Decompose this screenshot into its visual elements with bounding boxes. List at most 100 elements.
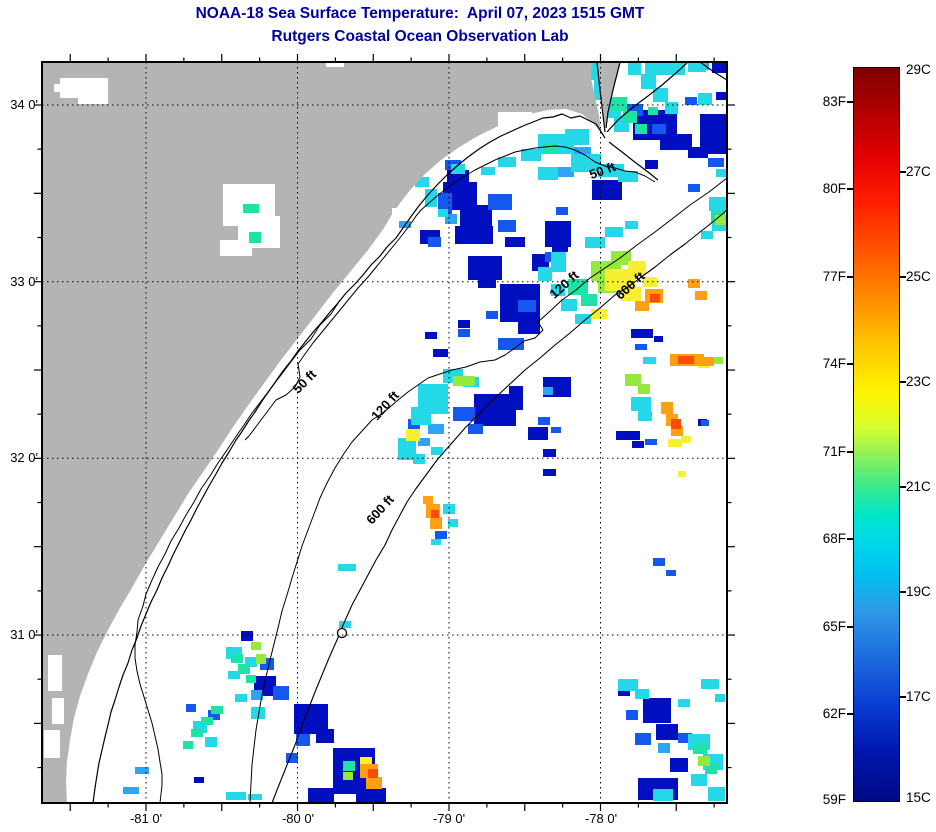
sst-pixel: [648, 107, 658, 115]
sst-pixel: [638, 384, 650, 394]
sst-pixel: [52, 698, 64, 724]
sst-pixel: [618, 171, 638, 182]
sst-pixel: [360, 757, 372, 765]
sst-pixel: [688, 62, 706, 72]
sst-pixel: [453, 376, 475, 386]
y-axis-label-33: 33 0': [10, 274, 38, 289]
colorbar-tick: [847, 188, 853, 190]
colorbar-tick: [900, 591, 906, 593]
sst-pixel: [251, 642, 261, 650]
sst-pixel: [592, 180, 622, 200]
sst-pixel: [645, 439, 657, 445]
sst-pixel: [443, 504, 455, 514]
sst-pixel: [605, 269, 635, 291]
sst-pixel: [708, 787, 725, 801]
sst-pixel: [618, 688, 630, 696]
sst-pixel: [618, 679, 638, 691]
sst-pixel: [123, 787, 139, 794]
sst-pixel: [652, 124, 666, 134]
sst-pixel: [638, 411, 652, 421]
sst-pixel: [183, 741, 193, 749]
sst-pixel: [661, 402, 673, 414]
sst-pixel: [135, 767, 149, 774]
sst-pixel: [538, 417, 550, 425]
sst-pixel: [591, 309, 607, 319]
colorbar-tick: [900, 171, 906, 173]
sst-pixel: [425, 189, 437, 207]
sst-pixel: [701, 231, 713, 239]
sst-pixel: [645, 62, 685, 75]
sst-pixel: [458, 320, 470, 328]
sst-pixel: [256, 654, 266, 664]
sst-pixel: [670, 758, 688, 772]
sst-pixel: [194, 777, 204, 783]
sst-pixel: [701, 679, 719, 689]
coastline: [92, 61, 728, 804]
sst-pixel: [438, 209, 448, 217]
sst-pixel: [712, 221, 726, 231]
sst-pixel: [498, 157, 516, 167]
sst-pixel: [713, 357, 723, 364]
sst-pixel: [78, 92, 108, 104]
sst-pixel: [468, 256, 502, 280]
sst-pixel: [543, 449, 556, 457]
sst-pixel: [228, 671, 240, 679]
sst-pixel: [575, 314, 591, 324]
sst-pixel: [635, 124, 647, 134]
colorbar-tick: [847, 363, 853, 365]
sst-pixel: [339, 621, 351, 628]
sst-pixel: [431, 510, 439, 518]
sst-pixel: [693, 744, 707, 754]
sst-pixel: [698, 756, 710, 766]
sst-map: [34, 54, 735, 811]
sst-pixel: [643, 277, 657, 287]
sst-pixel: [481, 167, 495, 175]
sst-pixel: [451, 164, 465, 174]
x-axis-label-81: -81 0': [129, 811, 163, 826]
sst-pixel: [643, 357, 656, 364]
sst-pixel: [366, 777, 382, 789]
island-band-line: [134, 299, 341, 804]
sst-pixel: [551, 427, 561, 433]
sst-pixel: [666, 570, 676, 576]
sst-pixel: [625, 221, 638, 229]
sst-pixel: [625, 374, 641, 386]
x-axis-label-78: -78 0': [584, 811, 618, 826]
sst-pixel: [433, 349, 448, 357]
sst-pixel: [430, 517, 442, 529]
sst-pixel: [628, 261, 646, 275]
sst-pixel: [635, 689, 649, 699]
sst-pixel: [665, 102, 678, 114]
sst-pixel: [428, 237, 441, 247]
colorbar-tick: [847, 276, 853, 278]
sst-pixel: [201, 717, 213, 725]
colorbar-fahrenheit-label: 65F: [822, 619, 846, 634]
sst-pixel: [678, 699, 690, 707]
sst-pixel: [458, 329, 470, 337]
y-axis-label-32: 32 0': [10, 450, 38, 465]
sst-pixel: [455, 226, 493, 244]
sst-pixel: [398, 438, 416, 460]
sst-pixel: [343, 772, 353, 780]
sst-pixel: [716, 169, 726, 177]
sst-pixel: [186, 704, 196, 712]
sst-pixel: [435, 531, 447, 539]
sst-pixel: [611, 97, 627, 111]
sst-pixel: [681, 436, 691, 443]
sst-pixel: [286, 753, 298, 763]
sst-pixel: [635, 301, 649, 311]
sst-pixel: [231, 654, 243, 663]
sst-pixel: [528, 427, 548, 440]
sst-pixel: [486, 311, 498, 319]
sst-pixel: [453, 407, 475, 421]
sst-pixel: [418, 438, 430, 446]
colorbar-tick: [900, 381, 906, 383]
sst-pixel: [468, 424, 483, 434]
colorbar-tick: [847, 451, 853, 453]
gridlines: [42, 62, 727, 803]
station-circle-marker: [336, 627, 348, 639]
sst-pixel: [316, 729, 334, 743]
sst-pixel: [605, 227, 623, 237]
sst-pixel: [516, 121, 538, 131]
sst-pixel: [671, 419, 681, 429]
